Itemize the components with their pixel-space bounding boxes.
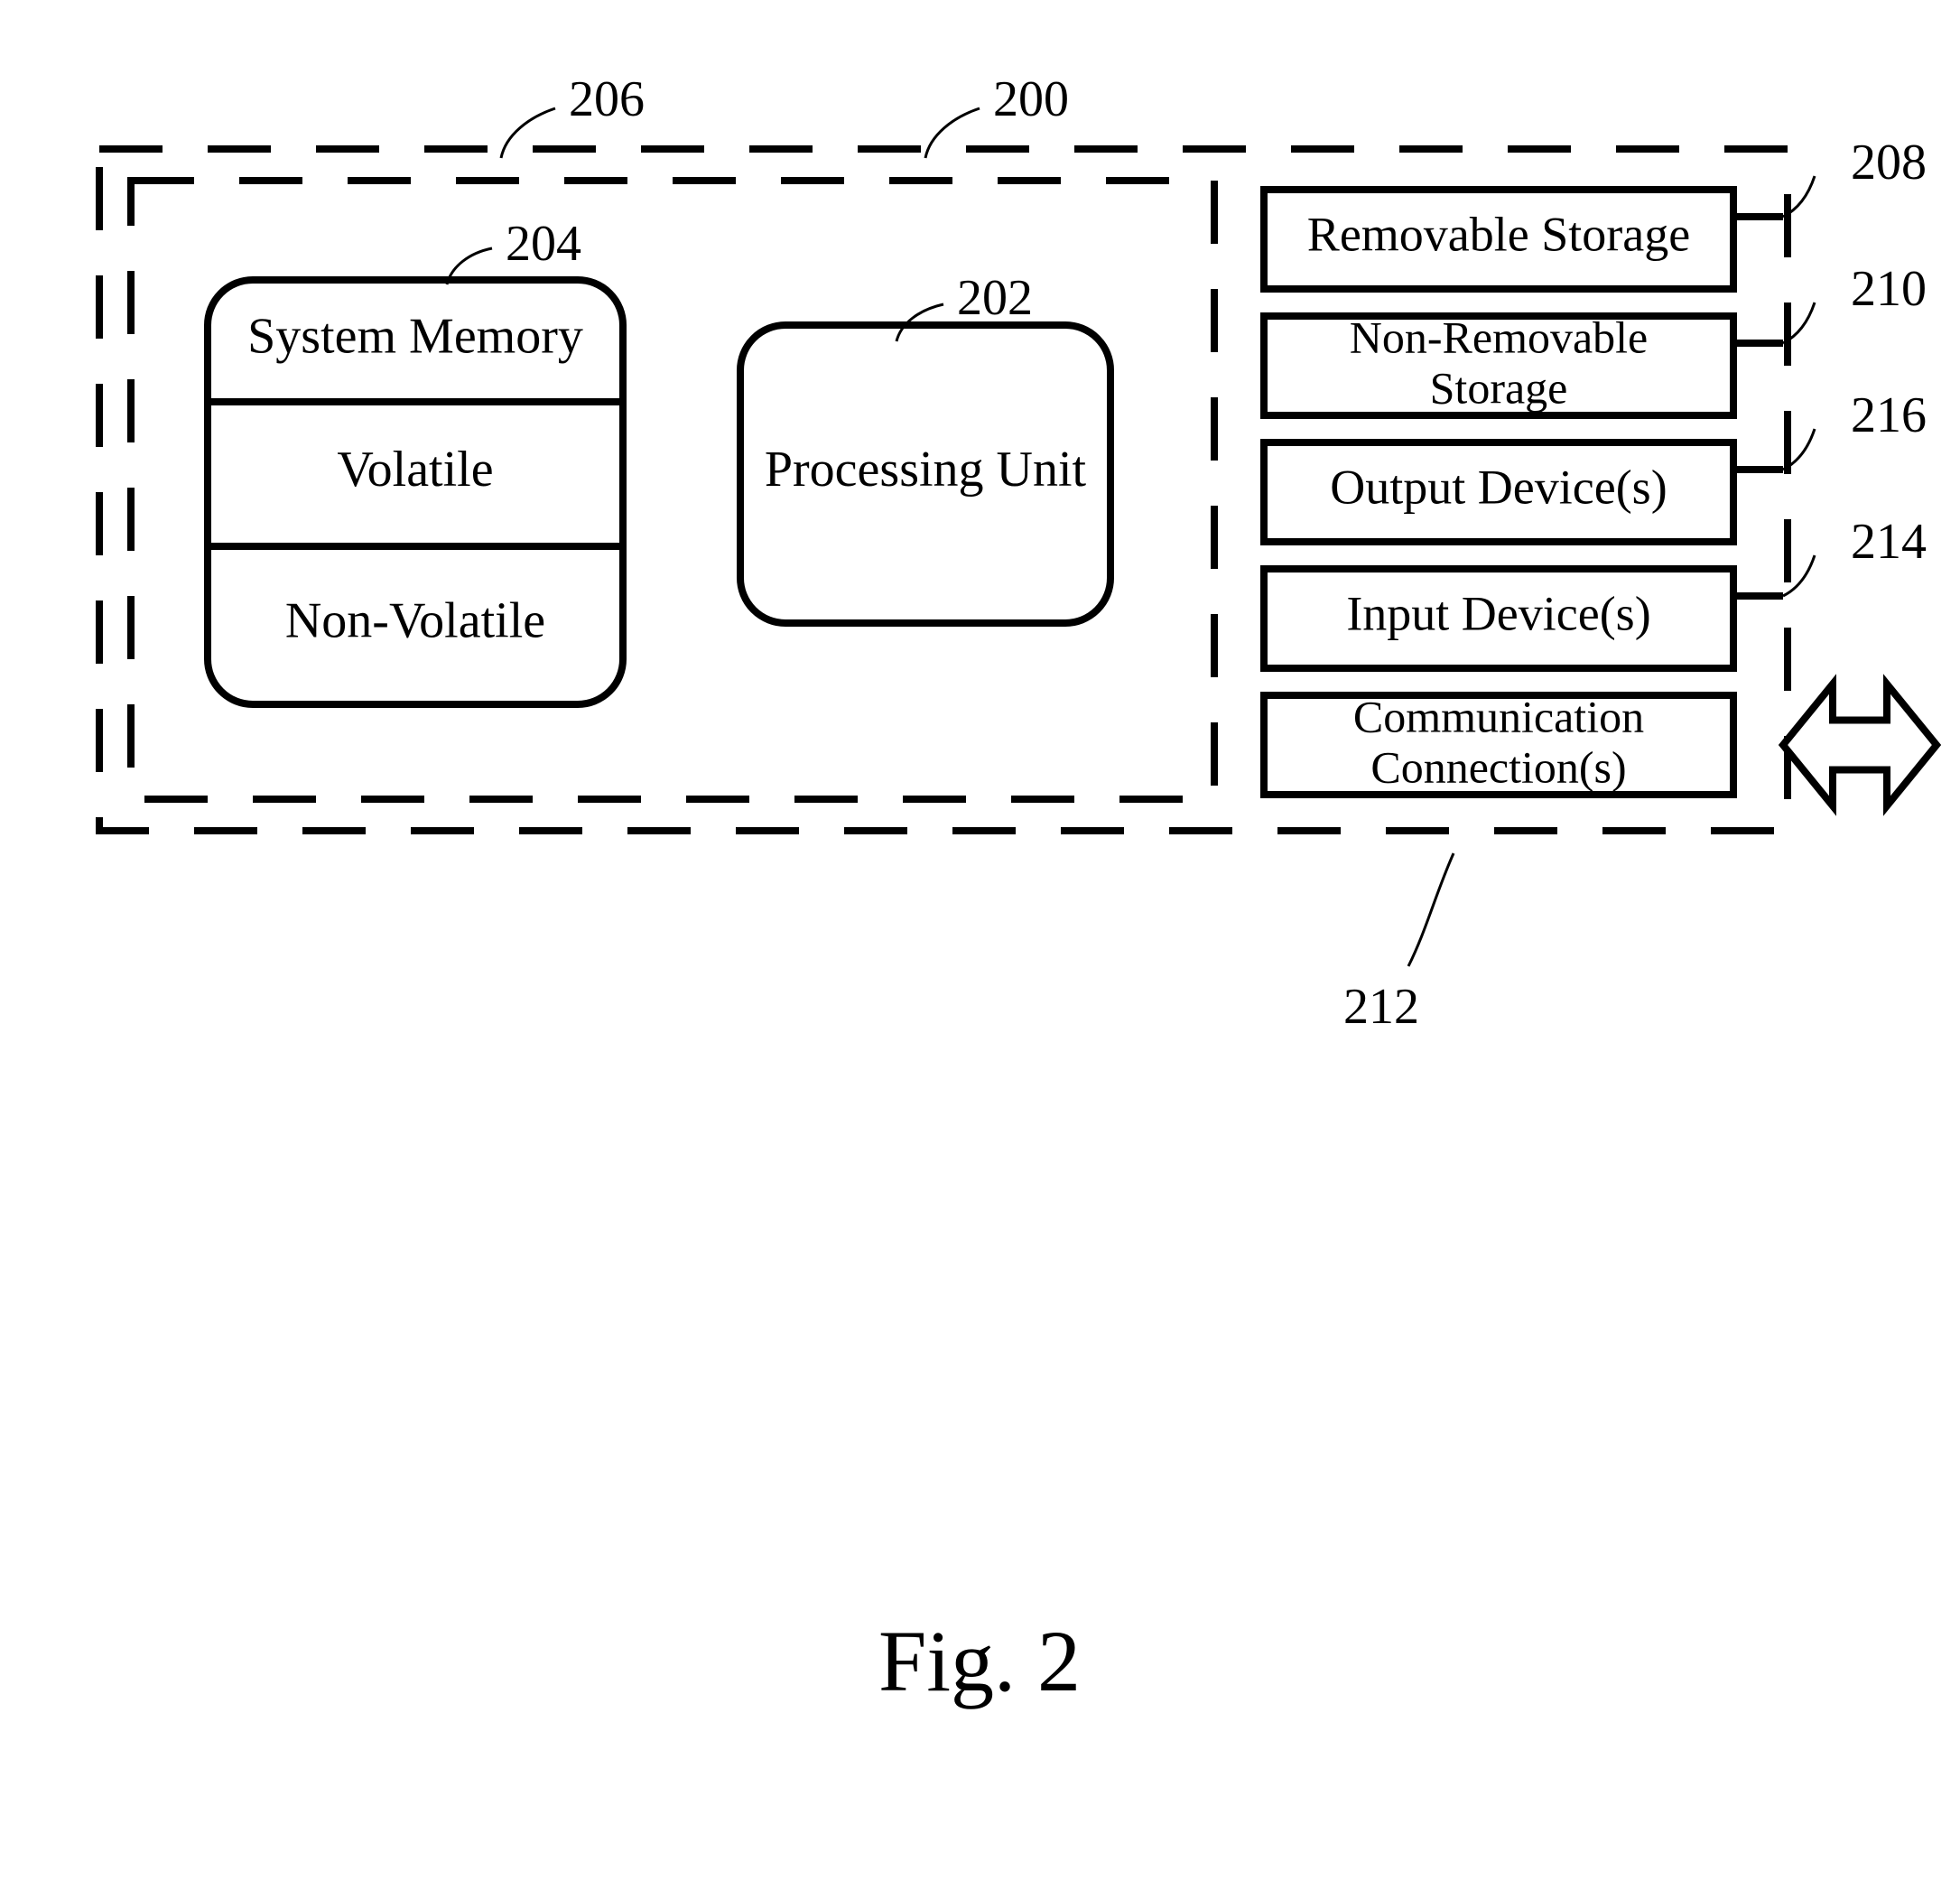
ref-208: 208 [1851, 135, 1927, 191]
bidirectional-arrow [1783, 684, 1937, 806]
block-comm-label-1: Communication [1353, 691, 1644, 741]
block-output-label: Output Device(s) [1330, 460, 1667, 514]
figure-caption: Fig. 2 [878, 1613, 1081, 1709]
ref-210: 210 [1851, 261, 1927, 317]
block-comm-label-2: Connection(s) [1370, 741, 1626, 792]
block-nonremovable-label-1: Non-Removable [1350, 312, 1648, 362]
ref-204: 204 [506, 216, 581, 272]
processing-unit-label: Processing Unit [765, 442, 1087, 498]
ref-206: 206 [569, 71, 645, 127]
ref-214: 214 [1851, 514, 1927, 570]
nonvolatile-label: Non-Volatile [285, 592, 545, 648]
ref-202: 202 [957, 270, 1033, 326]
block-nonremovable-label-2: Storage [1430, 362, 1568, 413]
system-memory-label: System Memory [247, 308, 583, 364]
block-input-label: Input Device(s) [1346, 586, 1650, 640]
volatile-label: Volatile [337, 442, 493, 498]
ref-200: 200 [993, 71, 1069, 127]
ref-lead-212 [1408, 853, 1454, 966]
ref-216: 216 [1851, 387, 1927, 443]
block-removable-label: Removable Storage [1307, 207, 1690, 261]
ref-212: 212 [1343, 979, 1419, 1035]
